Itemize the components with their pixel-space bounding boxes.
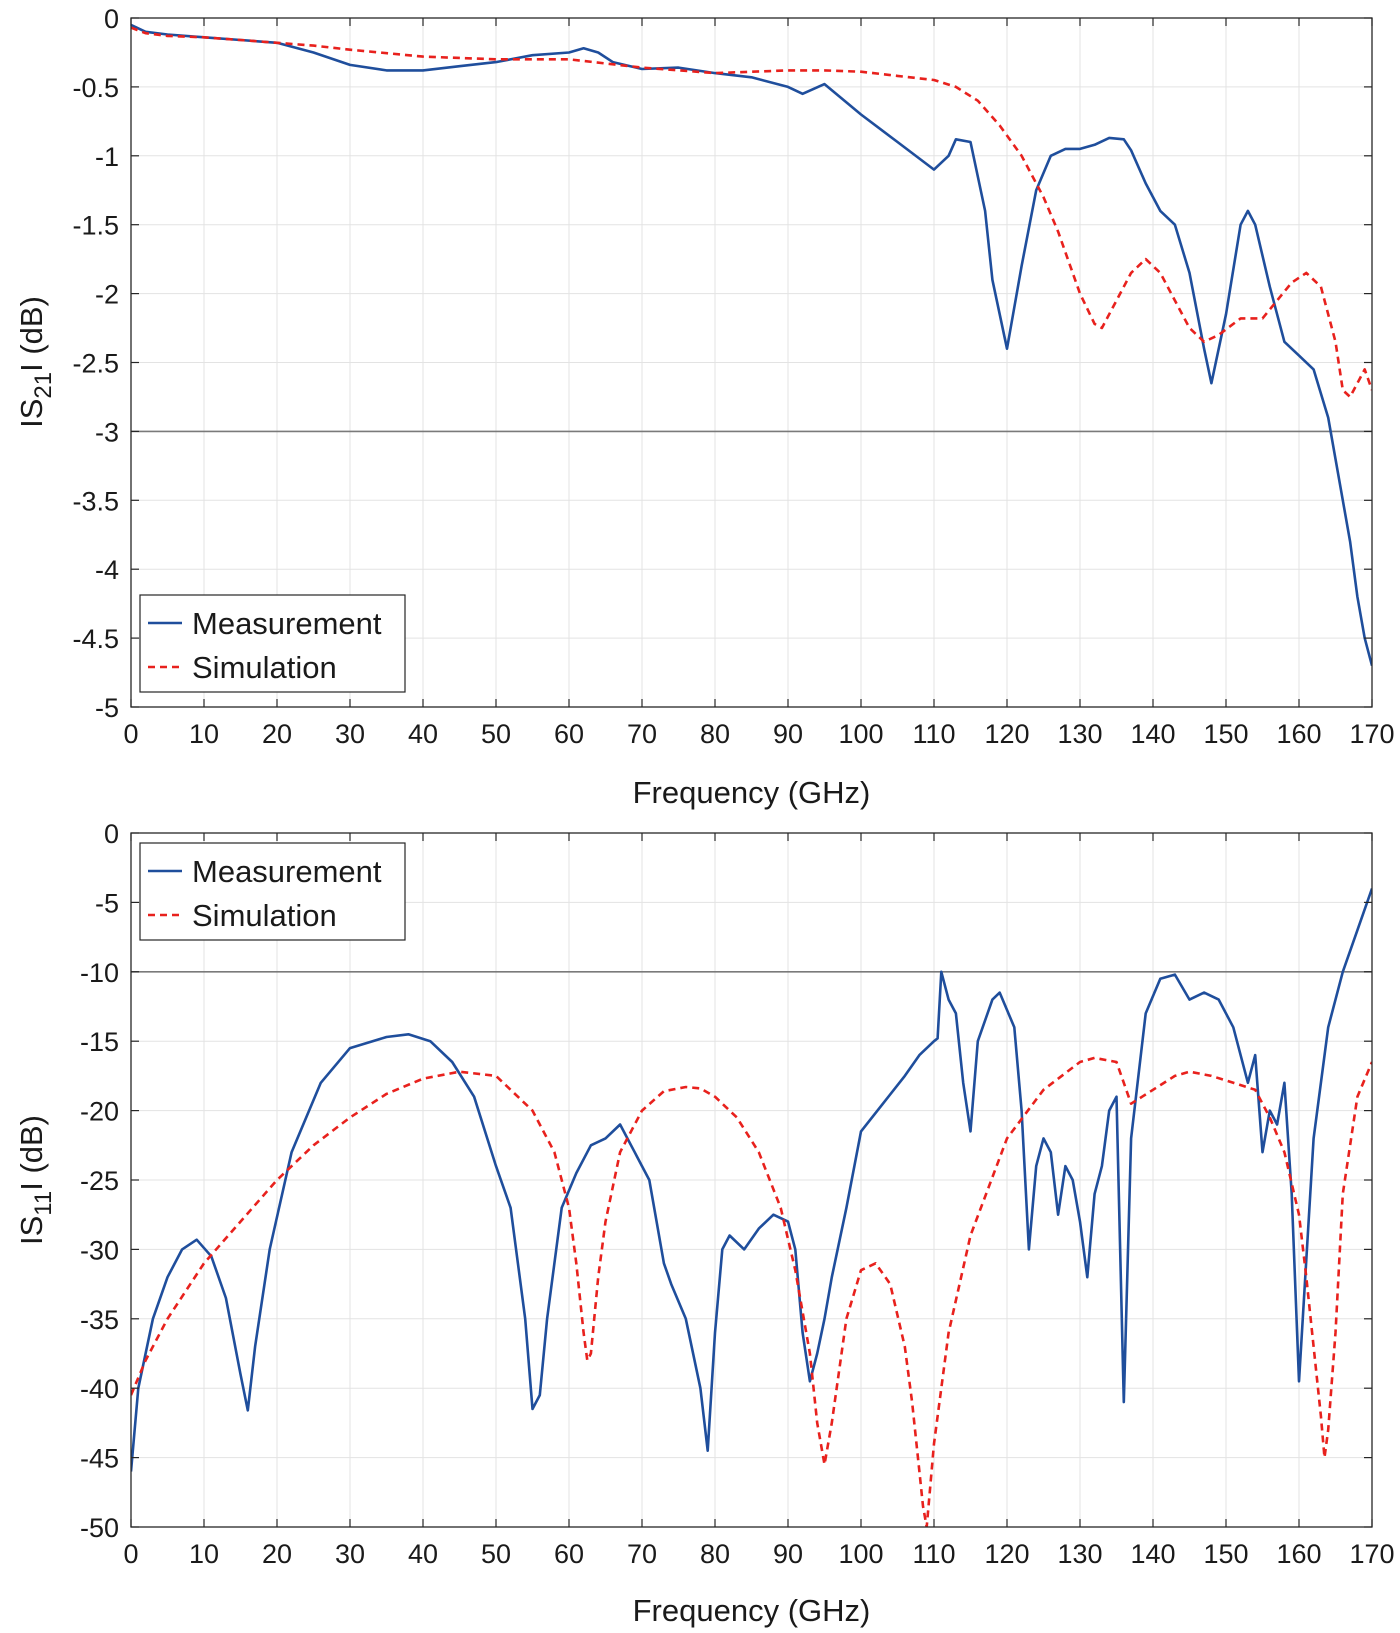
x-tick-label: 60 <box>554 719 584 749</box>
y-axis-title: IS21I (dB) <box>14 296 57 428</box>
x-tick-label: 80 <box>700 719 730 749</box>
x-tick-label: 110 <box>912 1539 955 1569</box>
y-tick-label: -1 <box>95 142 119 172</box>
x-tick-label: 20 <box>262 719 292 749</box>
y-tick-label: -5 <box>95 693 119 723</box>
legend: Measurement Simulation <box>139 842 406 941</box>
x-tick-label: 40 <box>408 1539 438 1569</box>
y-tick-label: -20 <box>80 1097 119 1127</box>
y-tick-label: -10 <box>80 958 119 988</box>
x-tick-label: 30 <box>335 719 365 749</box>
y-tick-label: -2.5 <box>72 349 119 379</box>
y-tick-label: -1.5 <box>72 211 119 241</box>
legend-label-measurement: Measurement <box>192 854 382 889</box>
x-tick-label: 10 <box>189 719 219 749</box>
x-tick-label: 30 <box>335 1539 365 1569</box>
x-tick-label: 0 <box>123 1539 138 1569</box>
series-line-measurement <box>131 23 1372 667</box>
y-tick-label: -50 <box>80 1513 119 1543</box>
series-line-simulation <box>131 1056 1372 1527</box>
legend-box <box>139 842 406 941</box>
legend-label-measurement: Measurement <box>192 606 382 641</box>
x-tick-label: 170 <box>1349 1539 1394 1569</box>
x-axis-title: Frequency (GHz) <box>633 775 871 810</box>
x-tick-label: 100 <box>838 1539 883 1569</box>
y-tick-label: -25 <box>80 1166 119 1196</box>
y-tick-label: -3 <box>95 417 119 447</box>
x-tick-label: 140 <box>1130 1539 1175 1569</box>
legend-label-simulation: Simulation <box>192 898 337 933</box>
x-tick-label: 110 <box>912 719 955 749</box>
s21-chart: 0 10 20 30 40 50 60 70 80 90 100 110 120 130 140 150 160… <box>14 4 1395 810</box>
x-tick-label: 160 <box>1276 719 1321 749</box>
x-tick-label: 130 <box>1057 1539 1102 1569</box>
y-tick-label: -3.5 <box>72 486 119 516</box>
y-tick-label: -4 <box>95 555 119 585</box>
legend-box <box>139 594 406 693</box>
y-axis-title: IS11I (dB) <box>14 1115 57 1245</box>
x-tick-label: 40 <box>408 719 438 749</box>
y-tick-label: -2 <box>95 280 119 310</box>
series-group <box>131 888 1372 1527</box>
y-tick-label: -4.5 <box>72 624 119 654</box>
x-tick-label: 90 <box>773 719 803 749</box>
x-tick-label: 20 <box>262 1539 292 1569</box>
x-tick-label: 170 <box>1349 719 1394 749</box>
x-tick-label: 60 <box>554 1539 584 1569</box>
y-tick-label: -0.5 <box>72 73 119 103</box>
x-tick-label: 150 <box>1203 1539 1248 1569</box>
x-tick-label: 10 <box>189 1539 219 1569</box>
x-tick-label: 70 <box>627 1539 657 1569</box>
x-tick-label: 140 <box>1130 719 1175 749</box>
y-tick-label: -35 <box>80 1305 119 1335</box>
x-tick-label: 80 <box>700 1539 730 1569</box>
y-tick-label: 0 <box>104 819 119 849</box>
s11-chart: 0 10 20 30 40 50 60 70 80 90 100 110 120 130 140 150 160… <box>14 819 1395 1628</box>
x-tick-label: 160 <box>1276 1539 1321 1569</box>
x-tick-label: 90 <box>773 1539 803 1569</box>
y-tick-label: -15 <box>80 1027 119 1057</box>
legend: Measurement Simulation <box>139 594 406 693</box>
series-group <box>131 23 1372 667</box>
x-tick-label: 50 <box>481 1539 511 1569</box>
x-tick-label: 50 <box>481 719 511 749</box>
legend-label-simulation: Simulation <box>192 650 337 685</box>
x-tick-label: 130 <box>1057 719 1102 749</box>
x-tick-label: 100 <box>838 719 883 749</box>
y-tick-label: -5 <box>95 888 119 918</box>
x-tick-label: 0 <box>123 719 138 749</box>
x-tick-label: 70 <box>627 719 657 749</box>
x-tick-label: 120 <box>984 1539 1029 1569</box>
y-tick-label: -30 <box>80 1235 119 1265</box>
series-line-measurement <box>131 888 1372 1472</box>
y-tick-label: -45 <box>80 1444 119 1474</box>
series-line-simulation <box>131 26 1372 399</box>
x-tick-label: 120 <box>984 719 1029 749</box>
x-axis-title: Frequency (GHz) <box>633 1593 871 1628</box>
y-tick-label: -40 <box>80 1374 119 1404</box>
y-tick-label: 0 <box>104 4 119 34</box>
x-tick-label: 150 <box>1203 719 1248 749</box>
